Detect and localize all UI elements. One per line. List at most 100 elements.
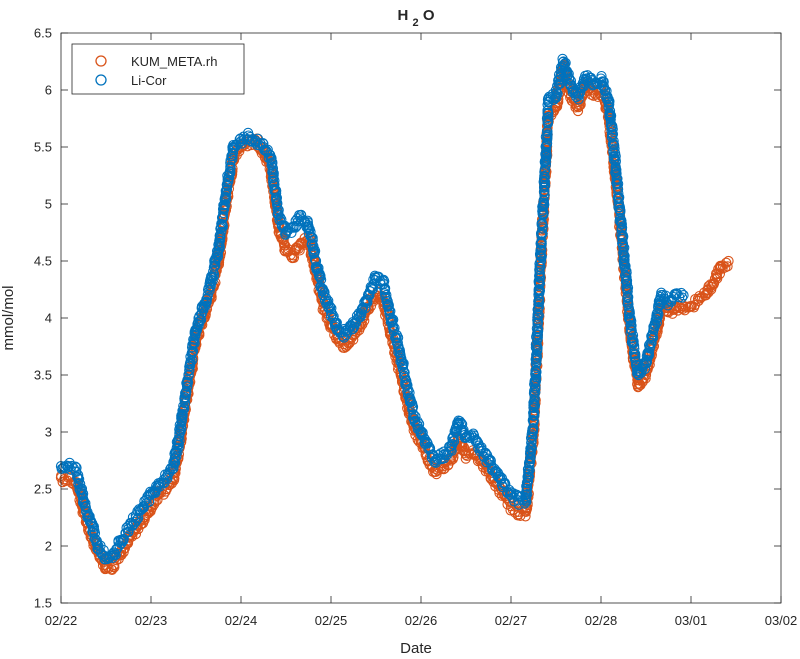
data-point bbox=[612, 182, 623, 193]
data-point bbox=[537, 223, 548, 234]
x-axis-label: Date bbox=[400, 640, 432, 654]
data-point bbox=[295, 238, 307, 250]
data-point bbox=[520, 506, 532, 517]
data-point bbox=[531, 357, 542, 369]
y-tick-label: 1.5 bbox=[34, 596, 52, 611]
data-point bbox=[405, 396, 417, 407]
data-point bbox=[521, 477, 533, 488]
data-point bbox=[620, 270, 631, 281]
data-point bbox=[370, 272, 382, 284]
data-point bbox=[271, 199, 283, 210]
data-point bbox=[195, 314, 207, 325]
data-point bbox=[189, 334, 200, 345]
x-tick-label: 02/27 bbox=[495, 613, 528, 628]
data-point bbox=[618, 253, 630, 264]
data-point bbox=[627, 330, 639, 341]
data-point bbox=[218, 204, 230, 215]
data-point bbox=[182, 381, 193, 392]
data-point bbox=[228, 141, 239, 153]
data-point bbox=[87, 526, 98, 537]
data-point bbox=[537, 212, 549, 224]
data-point bbox=[447, 439, 458, 450]
data-point bbox=[327, 308, 338, 320]
data-point bbox=[651, 317, 662, 328]
data-point bbox=[216, 226, 227, 237]
x-tick-label: 02/24 bbox=[225, 613, 258, 628]
data-point bbox=[611, 177, 623, 189]
data-point bbox=[522, 472, 534, 484]
y-tick-label: 5.5 bbox=[34, 140, 52, 155]
data-point bbox=[527, 423, 539, 434]
y-tick-label: 2 bbox=[45, 539, 52, 554]
data-point bbox=[85, 518, 97, 529]
data-point bbox=[533, 289, 544, 300]
data-point bbox=[138, 500, 149, 512]
x-tick-label: 03/01 bbox=[675, 613, 708, 628]
data-point bbox=[108, 549, 119, 561]
data-point bbox=[620, 271, 632, 282]
data-point bbox=[652, 312, 663, 324]
data-point bbox=[532, 309, 543, 321]
data-point bbox=[722, 261, 733, 272]
data-point bbox=[288, 250, 299, 261]
data-point bbox=[177, 405, 188, 416]
chart-title: H 2 O bbox=[398, 7, 435, 30]
data-point bbox=[333, 324, 344, 335]
legend-label-kum-meta-rh: KUM_META.rh bbox=[131, 54, 217, 69]
data-point bbox=[454, 416, 465, 427]
x-tick-label: 03/02 bbox=[765, 613, 798, 628]
data-point bbox=[620, 276, 632, 287]
data-point bbox=[617, 240, 629, 252]
data-point bbox=[325, 307, 337, 318]
data-point bbox=[310, 255, 322, 267]
data-point bbox=[535, 250, 547, 262]
data-point bbox=[326, 303, 337, 314]
data-point bbox=[605, 110, 617, 121]
data-point bbox=[530, 368, 541, 380]
data-point bbox=[616, 218, 627, 229]
data-point bbox=[265, 153, 277, 164]
data-point bbox=[552, 88, 563, 100]
data-point bbox=[78, 495, 89, 506]
data-point bbox=[153, 478, 164, 489]
data-point bbox=[529, 399, 540, 411]
data-point bbox=[415, 426, 427, 438]
data-point bbox=[558, 56, 569, 67]
data-point bbox=[613, 193, 624, 205]
data-point bbox=[385, 312, 397, 324]
data-point bbox=[573, 94, 584, 105]
y-tick-label: 3 bbox=[45, 425, 52, 440]
data-point bbox=[648, 324, 659, 335]
data-point bbox=[524, 465, 535, 476]
data-point bbox=[202, 292, 213, 304]
data-point bbox=[655, 290, 667, 301]
legend: KUM_META.rh Li-Cor bbox=[71, 43, 245, 95]
data-point bbox=[685, 301, 697, 312]
data-point bbox=[717, 263, 728, 274]
data-point bbox=[73, 473, 84, 484]
data-point bbox=[532, 304, 543, 315]
data-point bbox=[609, 140, 620, 151]
data-point bbox=[646, 337, 657, 349]
y-tick-label: 6.5 bbox=[34, 26, 52, 41]
data-point bbox=[93, 540, 104, 552]
data-point bbox=[453, 415, 464, 426]
data-point bbox=[475, 443, 487, 455]
data-point bbox=[565, 79, 577, 90]
data-point bbox=[526, 443, 537, 454]
data-point bbox=[100, 552, 112, 563]
data-point bbox=[715, 261, 727, 272]
data-point bbox=[177, 411, 188, 422]
data-point bbox=[613, 199, 625, 210]
data-point bbox=[460, 449, 472, 460]
data-point bbox=[220, 199, 231, 210]
chart-title-subscript: 2 bbox=[413, 17, 419, 29]
data-point bbox=[534, 261, 545, 272]
data-point bbox=[607, 129, 619, 140]
data-point bbox=[523, 458, 535, 469]
y-axis: 1.5 2 2.5 3 3.5 4 4.5 5 5.5 6 6.5 bbox=[34, 26, 781, 611]
data-point bbox=[173, 442, 184, 453]
